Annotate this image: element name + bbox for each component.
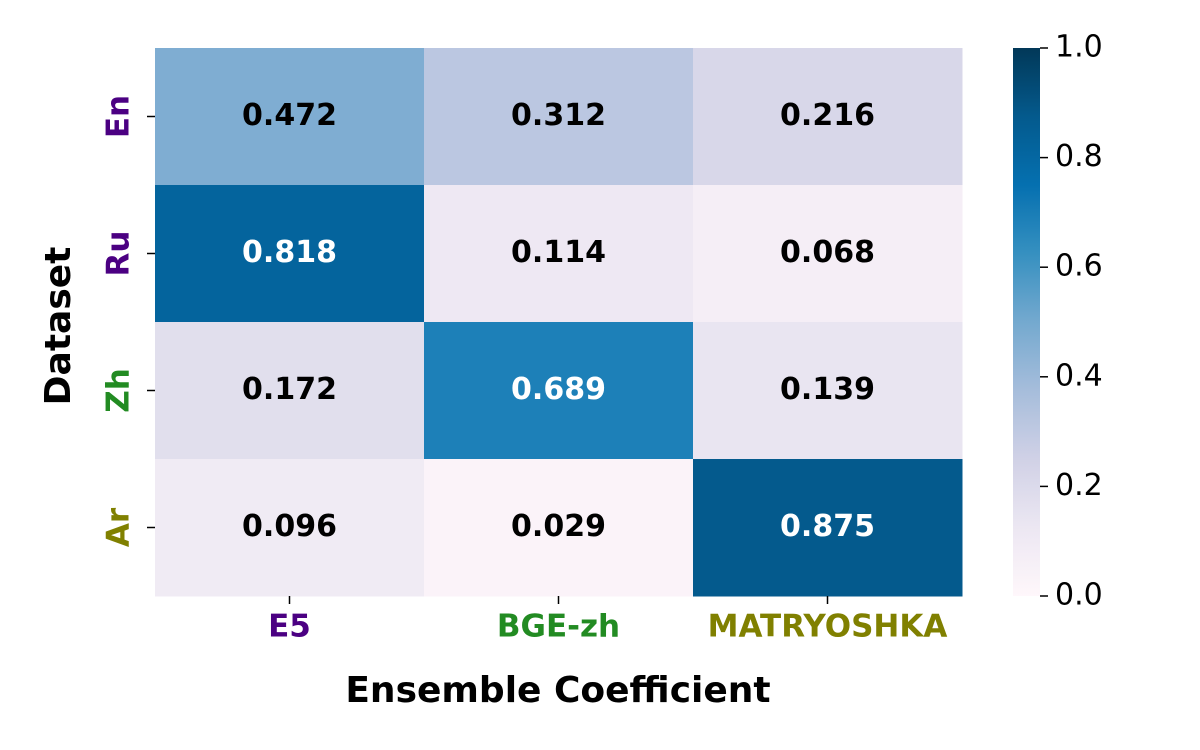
x-tick-label: MATRYOSHKA [708, 609, 948, 645]
cell-label: 0.114 [511, 235, 606, 270]
x-tick-label: E5 [268, 609, 311, 645]
colorbar-tick-label: 1.0 [1055, 30, 1103, 65]
heatmap-cell [693, 48, 963, 186]
x-tick-label: BGE-zh [497, 609, 620, 645]
cell-label: 0.216 [780, 98, 875, 133]
cell-label: 0.818 [242, 235, 337, 270]
colorbar-tick-label: 0.2 [1055, 468, 1103, 503]
cell-label: 0.689 [511, 372, 606, 407]
cell-label: 0.068 [780, 235, 875, 270]
cell-label: 0.139 [780, 372, 875, 407]
cell-label: 0.172 [242, 372, 337, 407]
y-axis-title: Dataset [38, 247, 79, 406]
heatmap-cell [424, 322, 694, 460]
heatmap-cell [424, 459, 694, 597]
x-axis-title: Ensemble Coefficient [345, 670, 770, 711]
colorbar-tick-label: 0.8 [1055, 139, 1103, 174]
heatmap-cell [424, 48, 694, 186]
heatmap-cell [693, 459, 963, 597]
cell-label: 0.312 [511, 98, 606, 133]
heatmap-cell [424, 185, 694, 323]
colorbar [1013, 48, 1040, 596]
y-tick-label: Ar [101, 507, 137, 547]
y-tick-label: Ru [101, 231, 137, 277]
cell-label: 0.875 [780, 509, 875, 544]
cell-label: 0.472 [242, 98, 337, 133]
heatmap-cell [155, 459, 425, 597]
y-tick-label: Zh [101, 368, 137, 413]
heatmap-cell [693, 185, 963, 323]
cell-label: 0.029 [511, 509, 606, 544]
colorbar-tick-label: 0.6 [1055, 249, 1103, 284]
heatmap-cell [155, 185, 425, 323]
y-tick-label: En [101, 95, 137, 138]
colorbar-tick-label: 0.4 [1055, 358, 1103, 393]
heatmap-cell [155, 322, 425, 460]
cell-label: 0.096 [242, 509, 337, 544]
colorbar-tick-label: 0.0 [1055, 578, 1103, 613]
heatmap-cell [693, 322, 963, 460]
heatmap-cell [155, 48, 425, 186]
